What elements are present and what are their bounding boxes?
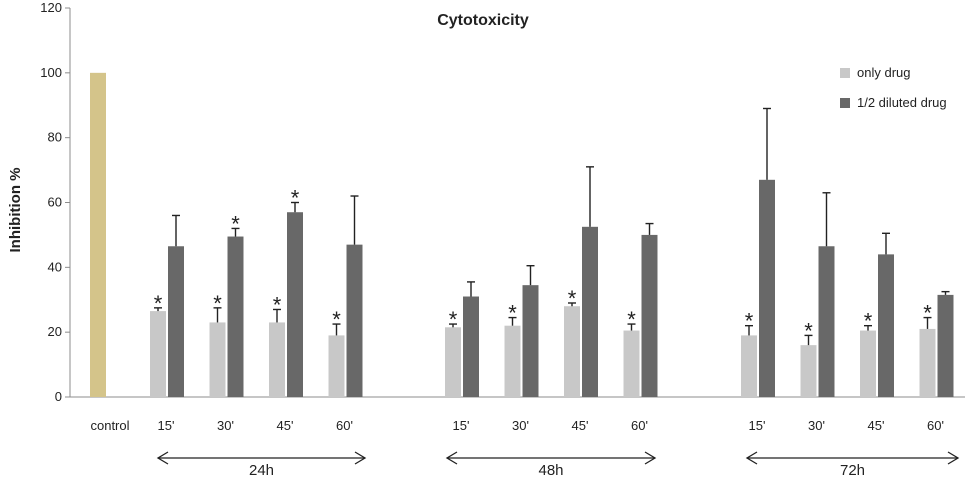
- bar-only-drug-48h-1: [445, 327, 461, 397]
- bar-only-drug-72h-4-significance-marker: *: [923, 301, 932, 326]
- x-tick-label-24h-3: 45': [277, 418, 294, 433]
- x-tick-label-72h-4: 60': [927, 418, 944, 433]
- bar-only-drug-24h-4: [328, 335, 345, 397]
- bar-diluted-drug-72h-3: [878, 254, 894, 397]
- bar-diluted-drug-72h-1: [759, 179, 775, 397]
- bar-diluted-drug-24h-2: [227, 236, 244, 397]
- x-tick-label-48h-2: 30': [512, 418, 529, 433]
- bar-only-drug-72h-2-significance-marker: *: [804, 318, 813, 343]
- x-tick-label-24h-1: 15': [158, 418, 175, 433]
- bar-diluted-drug-48h-4: [641, 234, 658, 397]
- bar-only-drug-48h-2: [504, 325, 521, 397]
- bar-only-drug-24h-4-significance-marker: *: [332, 307, 341, 332]
- bar-only-drug-48h-1-significance-marker: *: [449, 307, 458, 332]
- bar-diluted-drug-48h-3: [582, 226, 598, 397]
- bar-diluted-drug-24h-3-significance-marker: *: [291, 186, 300, 211]
- x-tick-label-72h-2: 30': [808, 418, 825, 433]
- bar-only-drug-24h-1: [150, 311, 166, 397]
- y-tick-label: 120: [40, 0, 62, 15]
- y-tick-label: 60: [48, 195, 62, 210]
- bar-diluted-drug-24h-2-significance-marker: *: [231, 211, 240, 236]
- bar-diluted-drug-48h-1: [463, 296, 479, 397]
- y-tick-label: 40: [48, 259, 62, 274]
- bar-only-drug-72h-3: [860, 330, 876, 397]
- bar-only-drug-48h-4-significance-marker: *: [627, 307, 636, 332]
- bar-only-drug-72h-1-significance-marker: *: [745, 309, 754, 334]
- x-tick-label-72h-3: 45': [868, 418, 885, 433]
- bar-diluted-drug-48h-2: [522, 285, 539, 397]
- legend-swatch-only-drug: [840, 68, 850, 78]
- x-tick-label-control: control: [90, 418, 129, 433]
- bar-only-drug-72h-3-significance-marker: *: [864, 309, 873, 334]
- bar-only-drug-24h-2-significance-marker: *: [213, 291, 222, 316]
- chart-title: Cytotoxicity: [437, 12, 529, 29]
- group-arrow-right-head-72h: [947, 451, 960, 465]
- y-tick-label: 100: [40, 65, 62, 80]
- bar-control: [90, 72, 106, 397]
- group-label-48h: 48h: [538, 462, 563, 478]
- group-arrow-left-head-72h: [745, 451, 758, 465]
- x-tick-label-48h-4: 60': [631, 418, 648, 433]
- x-tick-label-24h-4: 60': [336, 418, 353, 433]
- y-tick-label: 0: [55, 389, 62, 404]
- y-axis-label: Inhibition %: [7, 168, 24, 253]
- group-label-72h: 72h: [840, 462, 865, 478]
- bar-only-drug-24h-3-significance-marker: *: [273, 292, 282, 317]
- bar-only-drug-24h-3: [269, 322, 285, 397]
- bar-diluted-drug-24h-3: [287, 212, 303, 397]
- bar-only-drug-72h-4: [919, 328, 936, 397]
- legend-label-diluted-drug: 1/2 diluted drug: [857, 95, 947, 110]
- legend-swatch-diluted-drug: [840, 98, 850, 108]
- x-tick-label-48h-1: 15': [453, 418, 470, 433]
- plot-area: 0 20 40 60 80 100 120 control * 15' * * 30' * * 45' * 60'…: [40, 0, 965, 478]
- bar-diluted-drug-24h-1: [168, 246, 184, 397]
- group-label-24h: 24h: [249, 462, 274, 478]
- bar-only-drug-48h-4: [623, 330, 640, 397]
- bar-only-drug-24h-1-significance-marker: *: [154, 291, 163, 316]
- bar-only-drug-48h-3: [564, 306, 580, 397]
- bar-diluted-drug-24h-4: [346, 244, 363, 397]
- bar-only-drug-72h-1: [741, 335, 757, 397]
- legend: only drug 1/2 diluted drug: [840, 65, 947, 110]
- x-tick-label-48h-3: 45': [572, 418, 589, 433]
- x-tick-label-72h-1: 15': [749, 418, 766, 433]
- group-arrow-left-head-48h: [445, 451, 458, 465]
- group-arrow-right-head-48h: [644, 451, 657, 465]
- bar-only-drug-48h-2-significance-marker: *: [508, 301, 517, 326]
- bar-diluted-drug-72h-2: [818, 246, 835, 397]
- group-arrow-left-head-24h: [156, 451, 169, 465]
- bar-only-drug-48h-3-significance-marker: *: [568, 286, 577, 311]
- y-tick-label: 20: [48, 324, 62, 339]
- bar-only-drug-24h-2: [209, 322, 226, 397]
- bar-diluted-drug-72h-4: [937, 294, 954, 397]
- legend-label-only-drug: only drug: [857, 65, 910, 80]
- y-tick-label: 80: [48, 130, 62, 145]
- bar-only-drug-72h-2: [800, 345, 817, 397]
- x-tick-label-24h-2: 30': [217, 418, 234, 433]
- group-arrow-right-head-24h: [354, 451, 367, 465]
